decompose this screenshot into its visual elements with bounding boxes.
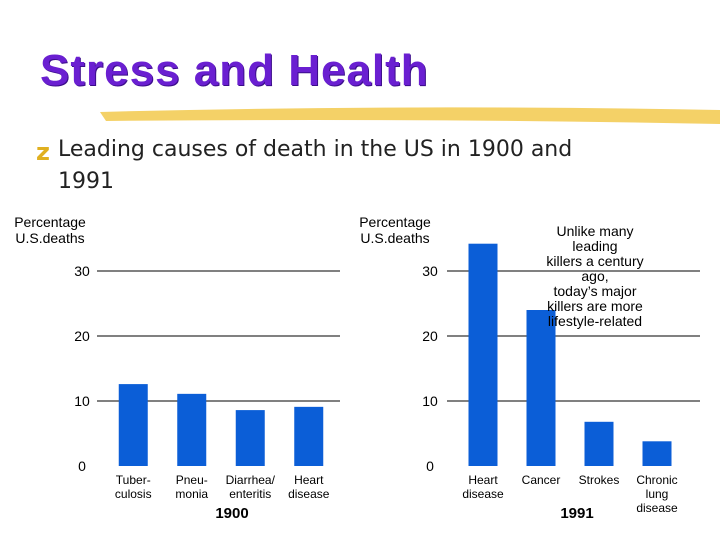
y-tick-label: 30: [422, 263, 438, 279]
y-tick-label: 20: [74, 328, 90, 344]
x-axis-label: 1991: [560, 505, 594, 522]
x-tick-label: Diarrhea/ enteritis: [225, 473, 275, 501]
bar: [584, 421, 614, 466]
bar: [294, 406, 324, 466]
x-tick-label: Chronic lung disease: [636, 473, 678, 515]
y-axis-label: Percentage U.S.deaths: [14, 214, 86, 246]
y-tick-label: 30: [74, 263, 90, 279]
y-tick-label: 0: [78, 458, 86, 474]
bar: [642, 441, 672, 466]
y-tick-label: 20: [422, 328, 438, 344]
slide-title: Stress and Health: [40, 46, 429, 95]
x-tick-label: Strokes: [578, 473, 620, 487]
y-tick-label: 10: [422, 393, 438, 409]
bullet-icon: z: [36, 138, 50, 166]
x-tick-label: Cancer: [521, 473, 561, 487]
y-axis-label: Percentage U.S.deaths: [359, 214, 431, 246]
bar: [526, 310, 556, 466]
bar: [177, 393, 207, 466]
x-tick-label: Pneu- monia: [175, 473, 209, 501]
x-tick-label: Heart disease: [288, 473, 330, 501]
bar: [118, 384, 148, 466]
y-tick-label: 10: [74, 393, 90, 409]
x-tick-label: Heart disease: [462, 473, 504, 501]
y-tick-label: 0: [426, 458, 434, 474]
title-underline: [100, 107, 720, 124]
x-axis-label: 1900: [215, 505, 249, 522]
bar: [235, 410, 265, 466]
bullet-text: Leading causes of death in the US in 190…: [58, 137, 573, 194]
annotation: Unlike many leading killers a century ag…: [546, 223, 644, 329]
bar: [468, 243, 498, 466]
x-tick-label: Tuber- culosis: [114, 473, 152, 501]
